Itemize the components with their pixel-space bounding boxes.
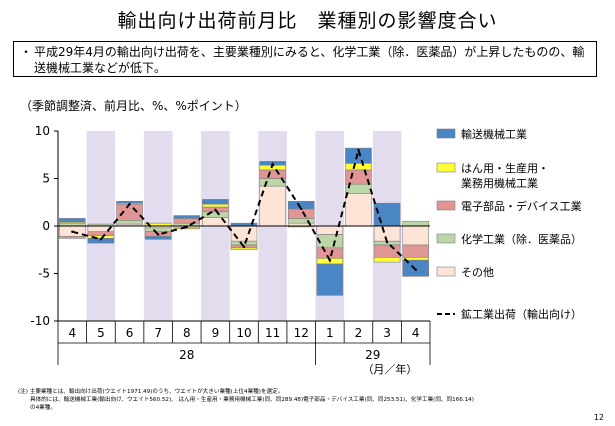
x-tick-label: 9: [212, 326, 220, 340]
bar-electronics-4: [173, 218, 201, 224]
legend-label-machinery: はん用・生産用・: [461, 161, 549, 175]
bar-transport-3: [144, 236, 172, 240]
x-axis-unit: （月／年）: [362, 362, 417, 376]
bar-machinery-11: [373, 257, 401, 263]
line-point-3: [156, 233, 160, 236]
legend-label-line: 鉱工業出荷（輸出向け）: [461, 307, 582, 321]
line-point-5: [214, 208, 217, 212]
page-title: 輸出向け出荷前月比 業種別の影響度合い: [117, 10, 498, 32]
bar-chemical-3: [144, 227, 172, 232]
line-point-7: [271, 163, 274, 166]
line-point-9: [328, 259, 332, 262]
legend-label-transport: 輸送機械工業: [461, 127, 527, 141]
page-number: 12: [593, 413, 604, 422]
legend-label-other: その他: [461, 266, 494, 279]
x-tick-label: 5: [97, 326, 105, 340]
legend-swatch-machinery: [436, 162, 456, 173]
y-tick-label: 0: [42, 219, 50, 233]
bar-chemical-5: [202, 211, 229, 218]
chart-unit-label: （季節調整済、前月比、%、%ポイント）: [20, 99, 247, 113]
legend-label-electronics: 電子部品・デバイス工業: [461, 199, 582, 213]
bar-transport-5: [202, 199, 229, 205]
bar-transport-0: [59, 218, 86, 223]
x-tick-label: 11: [265, 326, 280, 340]
x-tick-label: 10: [236, 326, 251, 340]
bar-electronics-1: [87, 231, 115, 236]
bar-transport-11: [373, 202, 401, 227]
line-point-2: [128, 202, 131, 206]
bar-other-9: [316, 225, 344, 235]
legend-swatch-electronics: [436, 200, 456, 211]
footnote-line-1: (注) 主要業種とは、輸出向け出荷(ウエイト1971.49)のうち、ウエイトが大…: [18, 389, 284, 395]
x-tick-label: 1: [326, 326, 334, 340]
legend-label-chemical: 化学工業（除．医薬品）: [461, 232, 582, 246]
line-point-8: [300, 207, 303, 211]
x-tick-label: 12: [294, 326, 309, 340]
line-point-6: [242, 245, 246, 249]
bar-electronics-7: [259, 169, 286, 179]
line-point-11: [385, 240, 389, 244]
line-point-12: [414, 268, 417, 271]
summary-bullet: ・: [20, 45, 33, 59]
bar-chemical-8: [287, 218, 315, 224]
year-label: 28: [179, 348, 194, 362]
x-tick-label: 7: [154, 326, 162, 340]
footnote-line-2: 具体的には、輸送機械工業(輸出向け、ウエイト560.52)、 はん用・生産用・業…: [30, 397, 474, 403]
bar-chemical-12: [402, 220, 429, 227]
x-tick-label: 8: [183, 326, 191, 340]
bar-transport-12: [402, 259, 429, 277]
legend-swatch-other: [436, 266, 456, 277]
bar-chemical-2: [116, 220, 143, 225]
line-point-4: [185, 225, 188, 229]
bar-electronics-12: [402, 244, 429, 258]
bar-electronics-8: [287, 208, 315, 219]
bar-machinery-10: [345, 163, 372, 171]
bar-transport-9: [316, 263, 344, 296]
line-point-0: [71, 230, 74, 233]
x-tick-label: 3: [383, 326, 391, 340]
bar-other-10: [345, 193, 372, 227]
bar-machinery-6: [230, 247, 258, 251]
legend-swatch-transport: [436, 128, 456, 139]
legend-label-machinery: 業務用機械工業: [461, 176, 538, 190]
line-point-10: [357, 148, 360, 152]
bar-electronics-9: [316, 247, 344, 259]
bar-electronics-11: [373, 244, 401, 258]
year-label: 29: [365, 348, 380, 362]
x-tick-label: 4: [68, 326, 76, 340]
x-tick-label: 6: [126, 326, 134, 340]
bar-other-12: [402, 225, 429, 246]
x-tick-label: 4: [412, 326, 420, 340]
line-point-1: [99, 238, 103, 241]
y-tick-label: 10: [35, 124, 50, 138]
bar-electronics-2: [116, 203, 143, 221]
bar-transport-4: [173, 215, 201, 219]
summary-text: 平成29年4月の輸出向け出荷を、主要業種別にみると、化学工業（除．医薬品）が上昇…: [34, 45, 585, 75]
footnote: (注) 主要業種とは、輸出向け出荷(ウエイト1971.49)のうち、ウエイトが大…: [18, 388, 578, 412]
bar-transport-10: [345, 147, 372, 164]
bar-chemical-6: [230, 240, 258, 246]
bar-machinery-5: [202, 203, 229, 208]
x-tick-label: 2: [355, 326, 363, 340]
footnote-line-3: の4業種。: [30, 405, 56, 411]
bar-electronics-0: [59, 236, 86, 239]
y-tick-label: -5: [38, 267, 50, 281]
bar-chemical-9: [316, 234, 344, 249]
y-tick-label: -10: [30, 314, 50, 328]
legend-swatch-chemical: [436, 233, 456, 244]
y-tick-label: 5: [42, 172, 50, 186]
summary-box: ・ 平成29年4月の輸出向け出荷を、主要業種別にみると、化学工業（除．医薬品）が…: [13, 41, 597, 77]
